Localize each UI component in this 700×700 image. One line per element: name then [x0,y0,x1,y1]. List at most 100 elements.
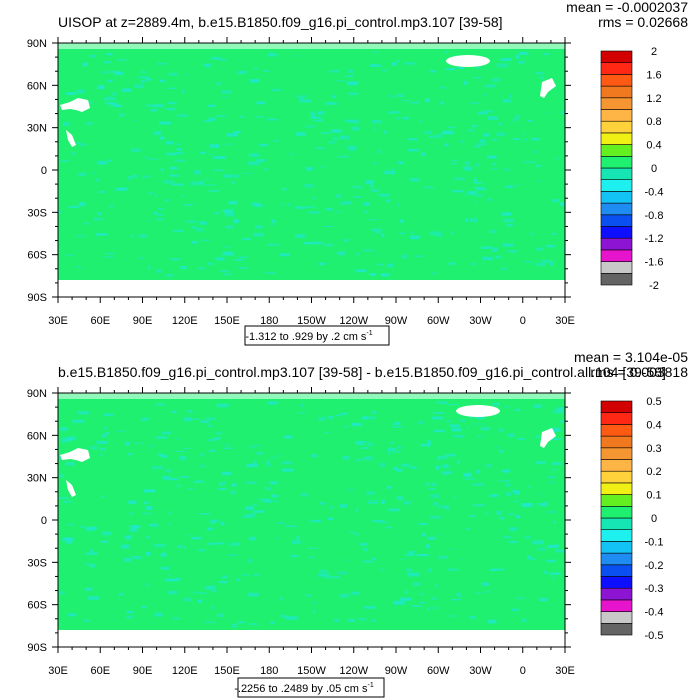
field-cell [276,455,280,457]
field-cell [222,209,234,213]
field-cell [401,254,407,259]
field-cell [203,63,212,67]
field-cell [315,519,321,522]
field-cell [408,550,415,555]
field-cell [222,481,226,485]
field-cell [319,502,326,505]
field-cell [500,267,507,271]
field-cell [172,183,184,186]
field-cell [314,119,324,122]
field-cell [401,100,411,102]
field-cell [325,102,337,105]
field-cell [97,85,105,90]
field-cell [451,599,462,601]
field-cell [199,181,204,185]
field-cell [432,412,445,414]
field-cell [138,257,144,259]
field-cell [198,592,207,594]
island-mask-2 [66,130,76,147]
field-cell [59,591,65,595]
field-cell [487,619,497,624]
field-cell [514,500,519,503]
field-cell [210,144,220,148]
field-cell [505,492,512,496]
field-cell [150,445,155,447]
field-cell [317,111,325,115]
y-axis-ticks [52,42,571,298]
field-cell [430,494,440,499]
field-cell [258,143,269,147]
field-cell [400,219,404,223]
field-cell [239,71,243,73]
field-cell [197,549,206,552]
field-cell [208,449,216,452]
field-cell [355,440,366,445]
field-cell [517,438,526,440]
field-cell [500,58,512,61]
field-cell [154,612,163,617]
y-tick-label: 0 [41,165,47,177]
colorbar-labels: 2 1.6 1.2 0.8 0.4 0 -0.4 -0.8 -1.2 -1.6 -2 [645,46,664,292]
colorbar-label: 0.4 [646,140,661,152]
field-cell [549,262,555,266]
field-cell [464,193,467,196]
y-tick-label: 90N [27,38,47,50]
colorbar-box [600,622,633,636]
field-cell [488,116,498,120]
field-cell [495,255,502,259]
field-cell [154,131,161,135]
field-cell [77,411,89,415]
field-cell [179,456,187,460]
field-cell [305,594,312,597]
y-tick-label: 90N [27,388,47,400]
field-cell [309,519,321,523]
field-cell [446,420,452,422]
field-cell [376,252,380,255]
field-cell [205,417,217,420]
panel-title: b.e15.B1850.f09_g16.pi_control.mp3.107 [… [58,364,666,380]
field-cell [409,178,420,182]
y-tick-label: 90S [27,292,47,304]
field-cell [373,126,377,131]
field-cell [334,211,342,213]
field-cell [377,149,381,154]
field-cell [304,184,314,188]
x-tick-label: 30W [469,665,492,677]
field-cell [473,504,485,507]
field-cell [537,547,546,551]
field-cell [460,419,465,422]
field-cell [496,63,509,68]
field-cell [345,145,358,149]
field-cell [138,234,148,238]
field-cell [405,568,413,572]
field-cell [430,231,442,236]
field-cell [165,107,176,111]
colorbar-label: 0.8 [646,116,661,128]
field-cell [211,606,215,609]
field-cell [406,149,413,152]
field-cell [547,476,556,479]
field-cell [418,420,424,425]
field-cell [175,450,185,452]
field-cell [108,159,112,162]
field-cell [168,511,172,514]
field-cell [175,438,180,440]
field-cell [448,262,456,265]
field-cell [98,191,105,193]
field-cell [427,440,431,445]
field-cell [524,261,533,263]
field-cell [80,172,86,176]
field-cell [206,527,213,531]
field-cell [160,566,170,570]
field-cell [403,501,411,505]
field-cell [428,488,436,490]
field-cell [68,205,79,208]
field-cell [190,181,202,186]
field-cell [129,512,133,515]
field-cell [439,86,447,89]
field-cell [226,133,239,137]
field-cell [411,605,422,607]
field-cell [340,593,349,598]
field-cell [355,508,359,512]
field-cell [342,456,350,460]
